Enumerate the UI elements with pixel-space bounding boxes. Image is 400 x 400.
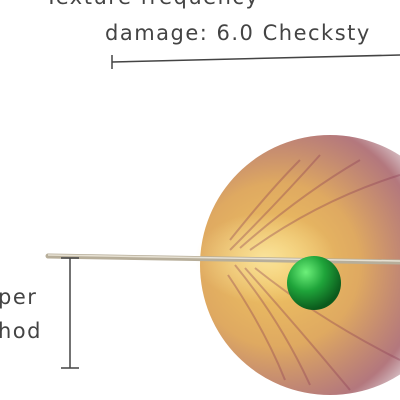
- rachis-highlight: [47, 254, 400, 262]
- damage-label: damage: 6.0 Checksty: [105, 21, 371, 45]
- scale-bar-horizontal: [111, 54, 400, 69]
- left-label: hod: [0, 319, 42, 343]
- scale-bar-vertical: [61, 257, 79, 369]
- rachis: [45, 253, 400, 265]
- marker-sphere: [287, 256, 341, 310]
- top-label: Texture frequency: [44, 0, 259, 9]
- left-label: per: [0, 285, 37, 309]
